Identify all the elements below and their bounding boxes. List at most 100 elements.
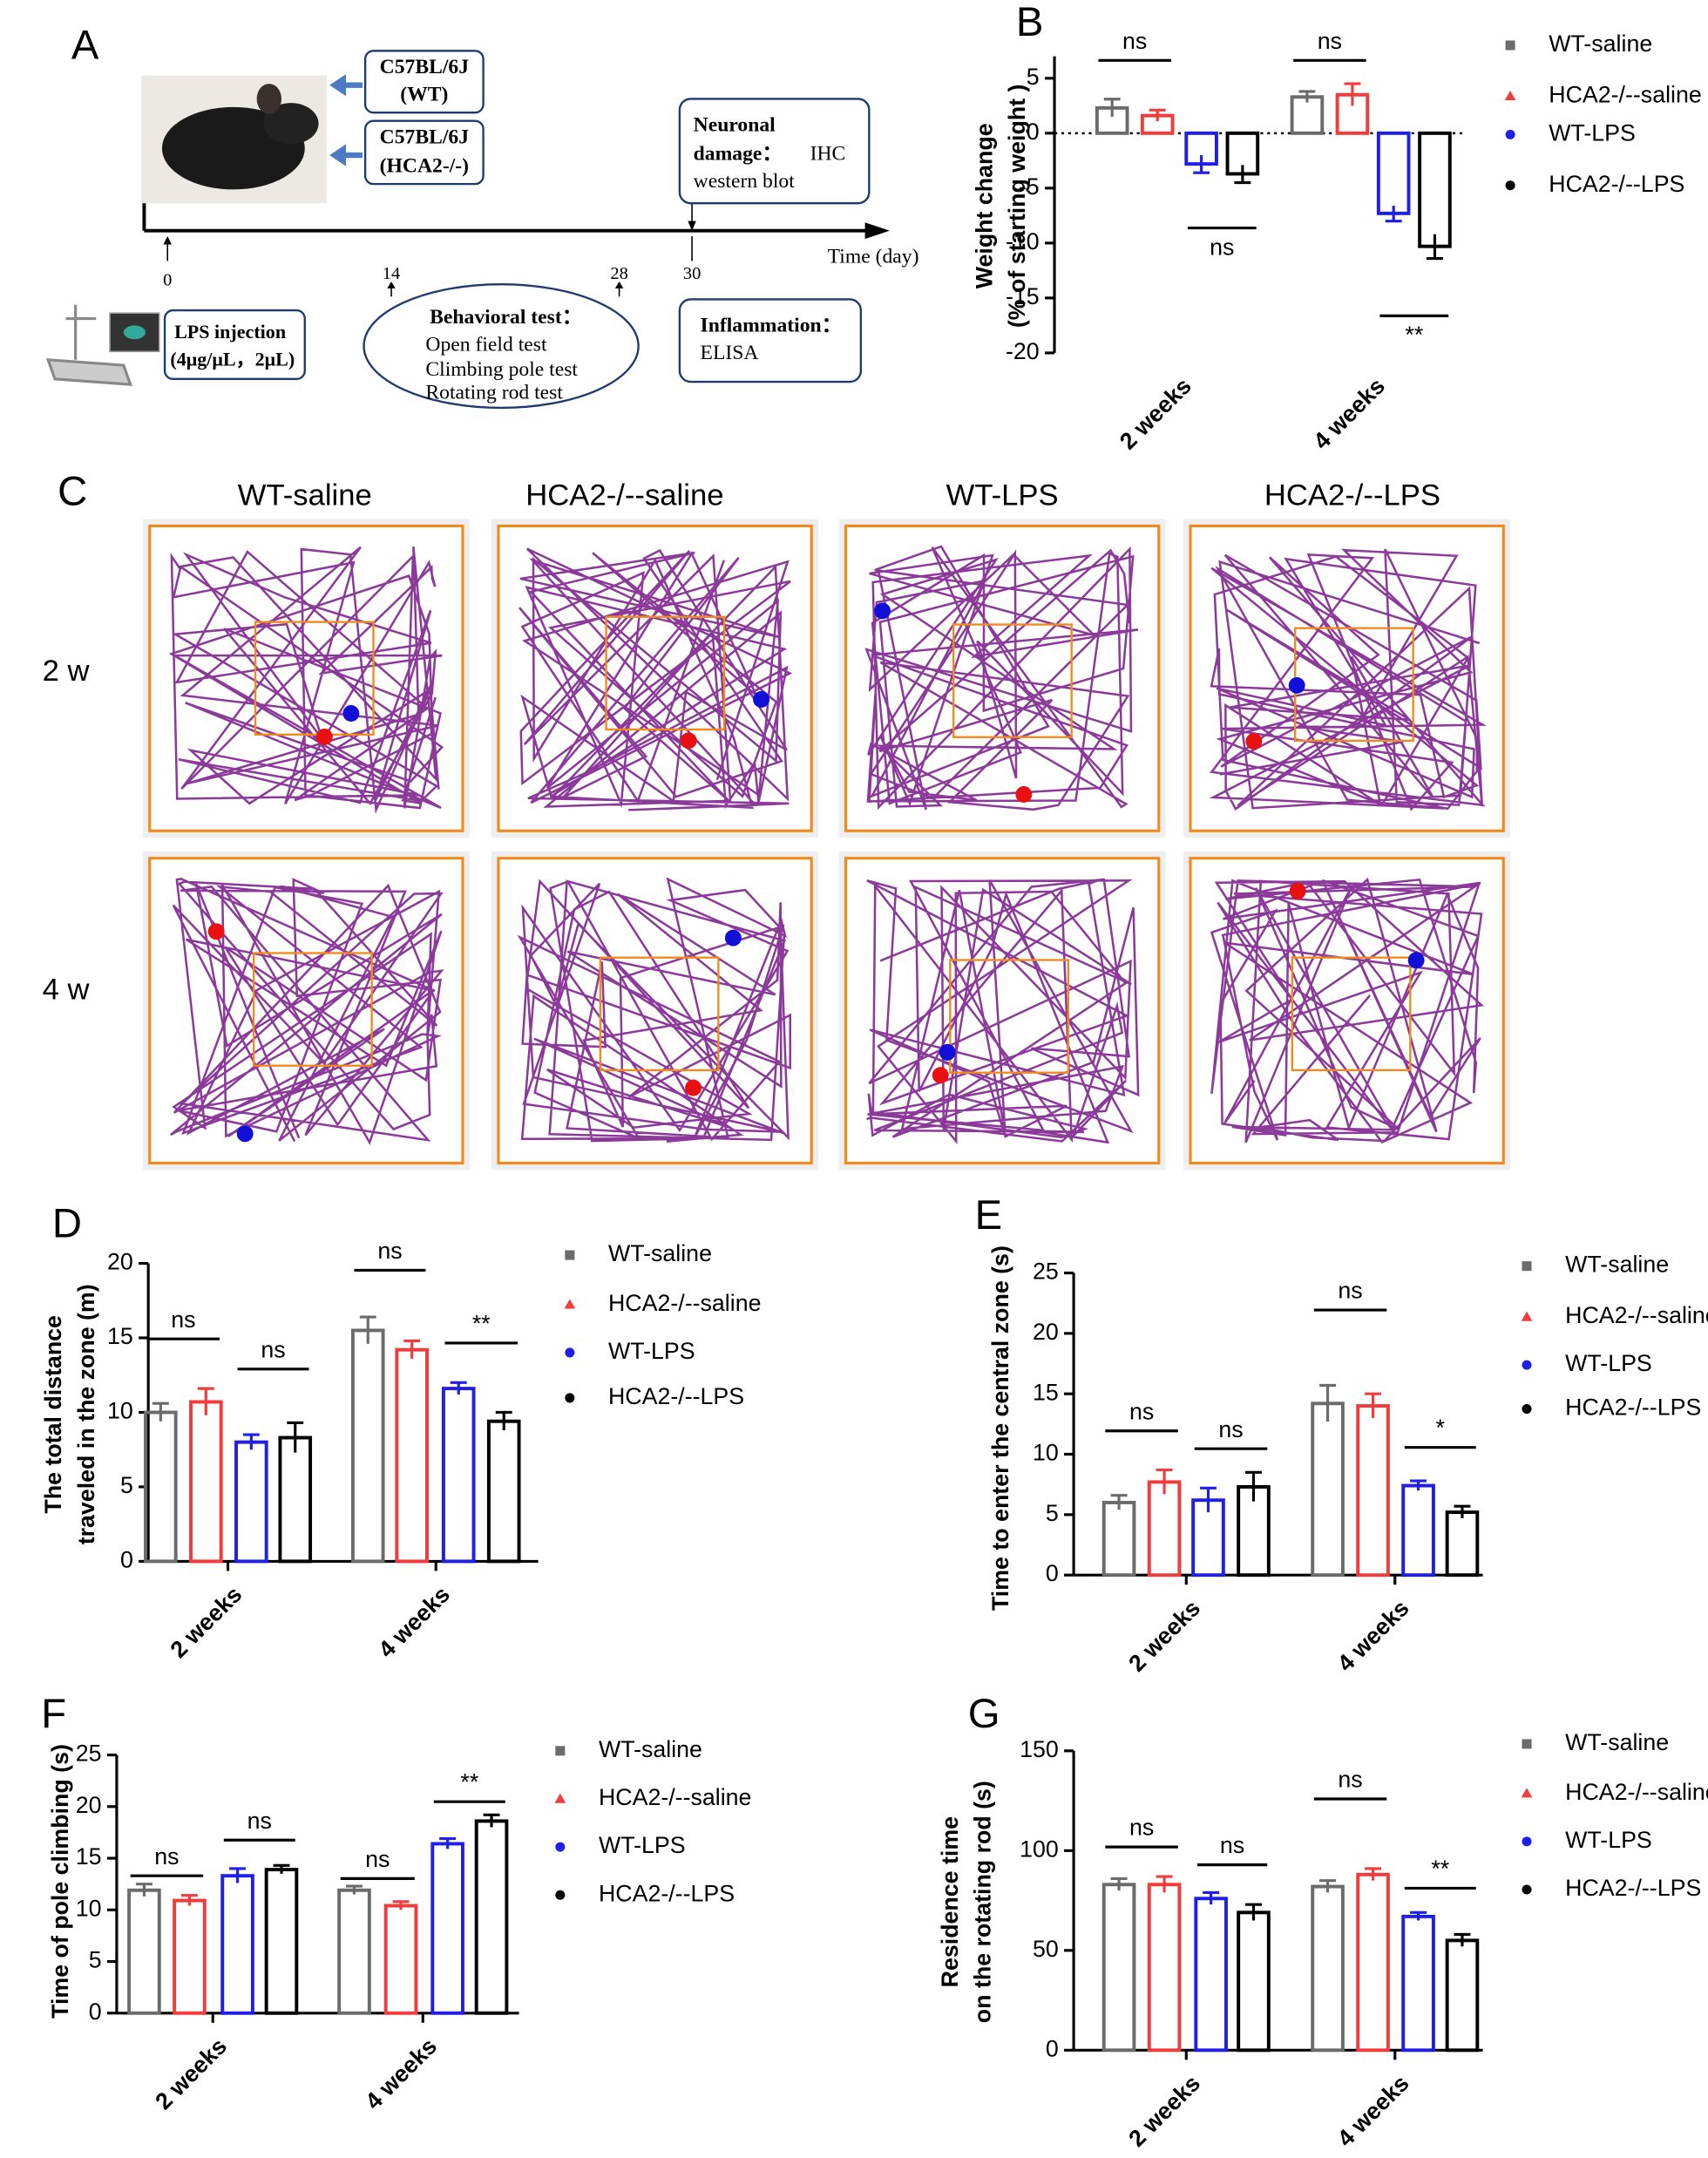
error-bar — [483, 1813, 500, 1828]
y-tick-label: 25 — [76, 1741, 102, 1767]
legend-marker — [564, 1299, 576, 1309]
error-bar — [1156, 1468, 1173, 1495]
center-zone — [949, 959, 1070, 1074]
start-point — [685, 1079, 702, 1096]
error-bar — [1410, 1479, 1427, 1491]
error-bar — [392, 1900, 410, 1910]
y-tick-label: 0 — [120, 1546, 133, 1572]
end-point — [753, 691, 769, 708]
diagram-text: Behavioral test： — [430, 306, 582, 329]
error-bar — [197, 1387, 214, 1415]
legend-label: WT-LPS — [1565, 1350, 1652, 1376]
injection-box — [163, 309, 306, 381]
row-label: 2 w — [43, 655, 91, 688]
significance-label: ns — [1220, 1832, 1244, 1858]
trajectory — [170, 878, 444, 1145]
y-tick-label: -5 — [1019, 173, 1040, 200]
error-bar — [1245, 1470, 1262, 1502]
y-tick-label: -20 — [1006, 338, 1040, 364]
error-bar — [1365, 1867, 1382, 1881]
bar — [1311, 1884, 1345, 2053]
diagram-text: Climbing pole test — [425, 358, 578, 381]
y-tick-label: 25 — [1033, 1259, 1059, 1285]
error-bar — [1245, 1903, 1262, 1921]
diagram-text: (HCA2-/-) — [380, 155, 469, 178]
bar — [1147, 1883, 1182, 2053]
center-zone — [952, 623, 1073, 738]
behavioral-ellipse — [363, 282, 640, 410]
diagram-text: C57BL/6J — [380, 56, 470, 78]
error-bar — [1110, 1494, 1128, 1510]
bar — [430, 1842, 464, 2015]
y-tick-label: 0 — [1027, 119, 1040, 145]
panel-label: E — [975, 1192, 1003, 1238]
error-bar — [242, 1433, 260, 1450]
error-bar — [1110, 1876, 1128, 1891]
arrow-head — [864, 222, 890, 240]
start-point — [1289, 882, 1306, 899]
strain-box — [363, 50, 485, 114]
bar — [220, 1874, 254, 2015]
column-label: HCA2-/--saline — [525, 479, 723, 512]
bar — [1237, 1910, 1271, 2053]
y-axis-label: Time of pole climbing (s) — [47, 1744, 73, 2019]
end-point — [236, 1125, 254, 1143]
bar — [383, 1904, 418, 2015]
legend-label: HCA2-/--LPS — [1565, 1875, 1701, 1901]
inflammation-box — [678, 298, 863, 383]
diagram-text: western blot — [694, 170, 796, 193]
error-bar — [495, 1410, 512, 1430]
significance-label: * — [1436, 1415, 1445, 1441]
legend-marker — [1505, 40, 1515, 51]
start-point — [932, 1067, 949, 1084]
legend-marker — [565, 1347, 575, 1358]
error-bar — [346, 1884, 363, 1895]
legend-marker — [1522, 1884, 1532, 1895]
error-bar — [1344, 82, 1361, 106]
y-tick-label: 10 — [76, 1895, 102, 1921]
diagram-text: 14 — [383, 264, 400, 283]
mouse-head — [263, 103, 319, 145]
bar — [1311, 1401, 1345, 1578]
legend-label: WT-saline — [1565, 1729, 1669, 1755]
bar — [486, 1419, 521, 1564]
legend-marker — [554, 1793, 566, 1803]
significance-label: ** — [460, 1769, 478, 1795]
diagram-text: Time (day) — [828, 246, 919, 268]
column-label: WT-LPS — [946, 479, 1059, 512]
error-bar — [287, 1421, 304, 1453]
significance-label: ns — [1129, 1815, 1154, 1841]
panel-label: F — [41, 1691, 66, 1737]
column-label: WT-saline — [238, 479, 372, 512]
x-tick-label: 4 weeks — [1332, 1595, 1414, 1677]
panel-label: C — [58, 469, 87, 515]
y-tick-label: 0 — [1046, 1560, 1059, 1586]
trajectory — [864, 545, 1139, 811]
trajectory — [1209, 548, 1488, 811]
error-bar — [1319, 1879, 1337, 1893]
diagram-text: Inflammation： — [701, 314, 843, 336]
end-point — [724, 929, 742, 947]
start-point — [315, 728, 333, 745]
y-axis-label: The total distance — [40, 1315, 66, 1514]
panel-label: D — [52, 1200, 82, 1246]
x-tick-label: 4 weeks — [1308, 373, 1390, 455]
significance-label: ns — [1129, 1398, 1154, 1424]
legend-marker — [1521, 1311, 1533, 1321]
legend-marker — [555, 1842, 566, 1852]
legend-label: WT-LPS — [599, 1832, 686, 1858]
bar — [441, 1387, 476, 1564]
arrow — [329, 74, 363, 97]
arrow-head — [387, 281, 396, 288]
error-bar — [1385, 206, 1402, 223]
significance-label: ** — [472, 1310, 491, 1336]
trajectory — [517, 877, 791, 1143]
y-tick-label: 0 — [89, 1999, 102, 2025]
error-bar — [1234, 165, 1251, 185]
bar — [350, 1328, 385, 1564]
significance-label: ns — [1338, 1767, 1362, 1793]
diagram-text: 0 — [163, 271, 172, 290]
bar — [234, 1440, 268, 1564]
bar — [1418, 131, 1452, 248]
bar — [1401, 1483, 1435, 1578]
